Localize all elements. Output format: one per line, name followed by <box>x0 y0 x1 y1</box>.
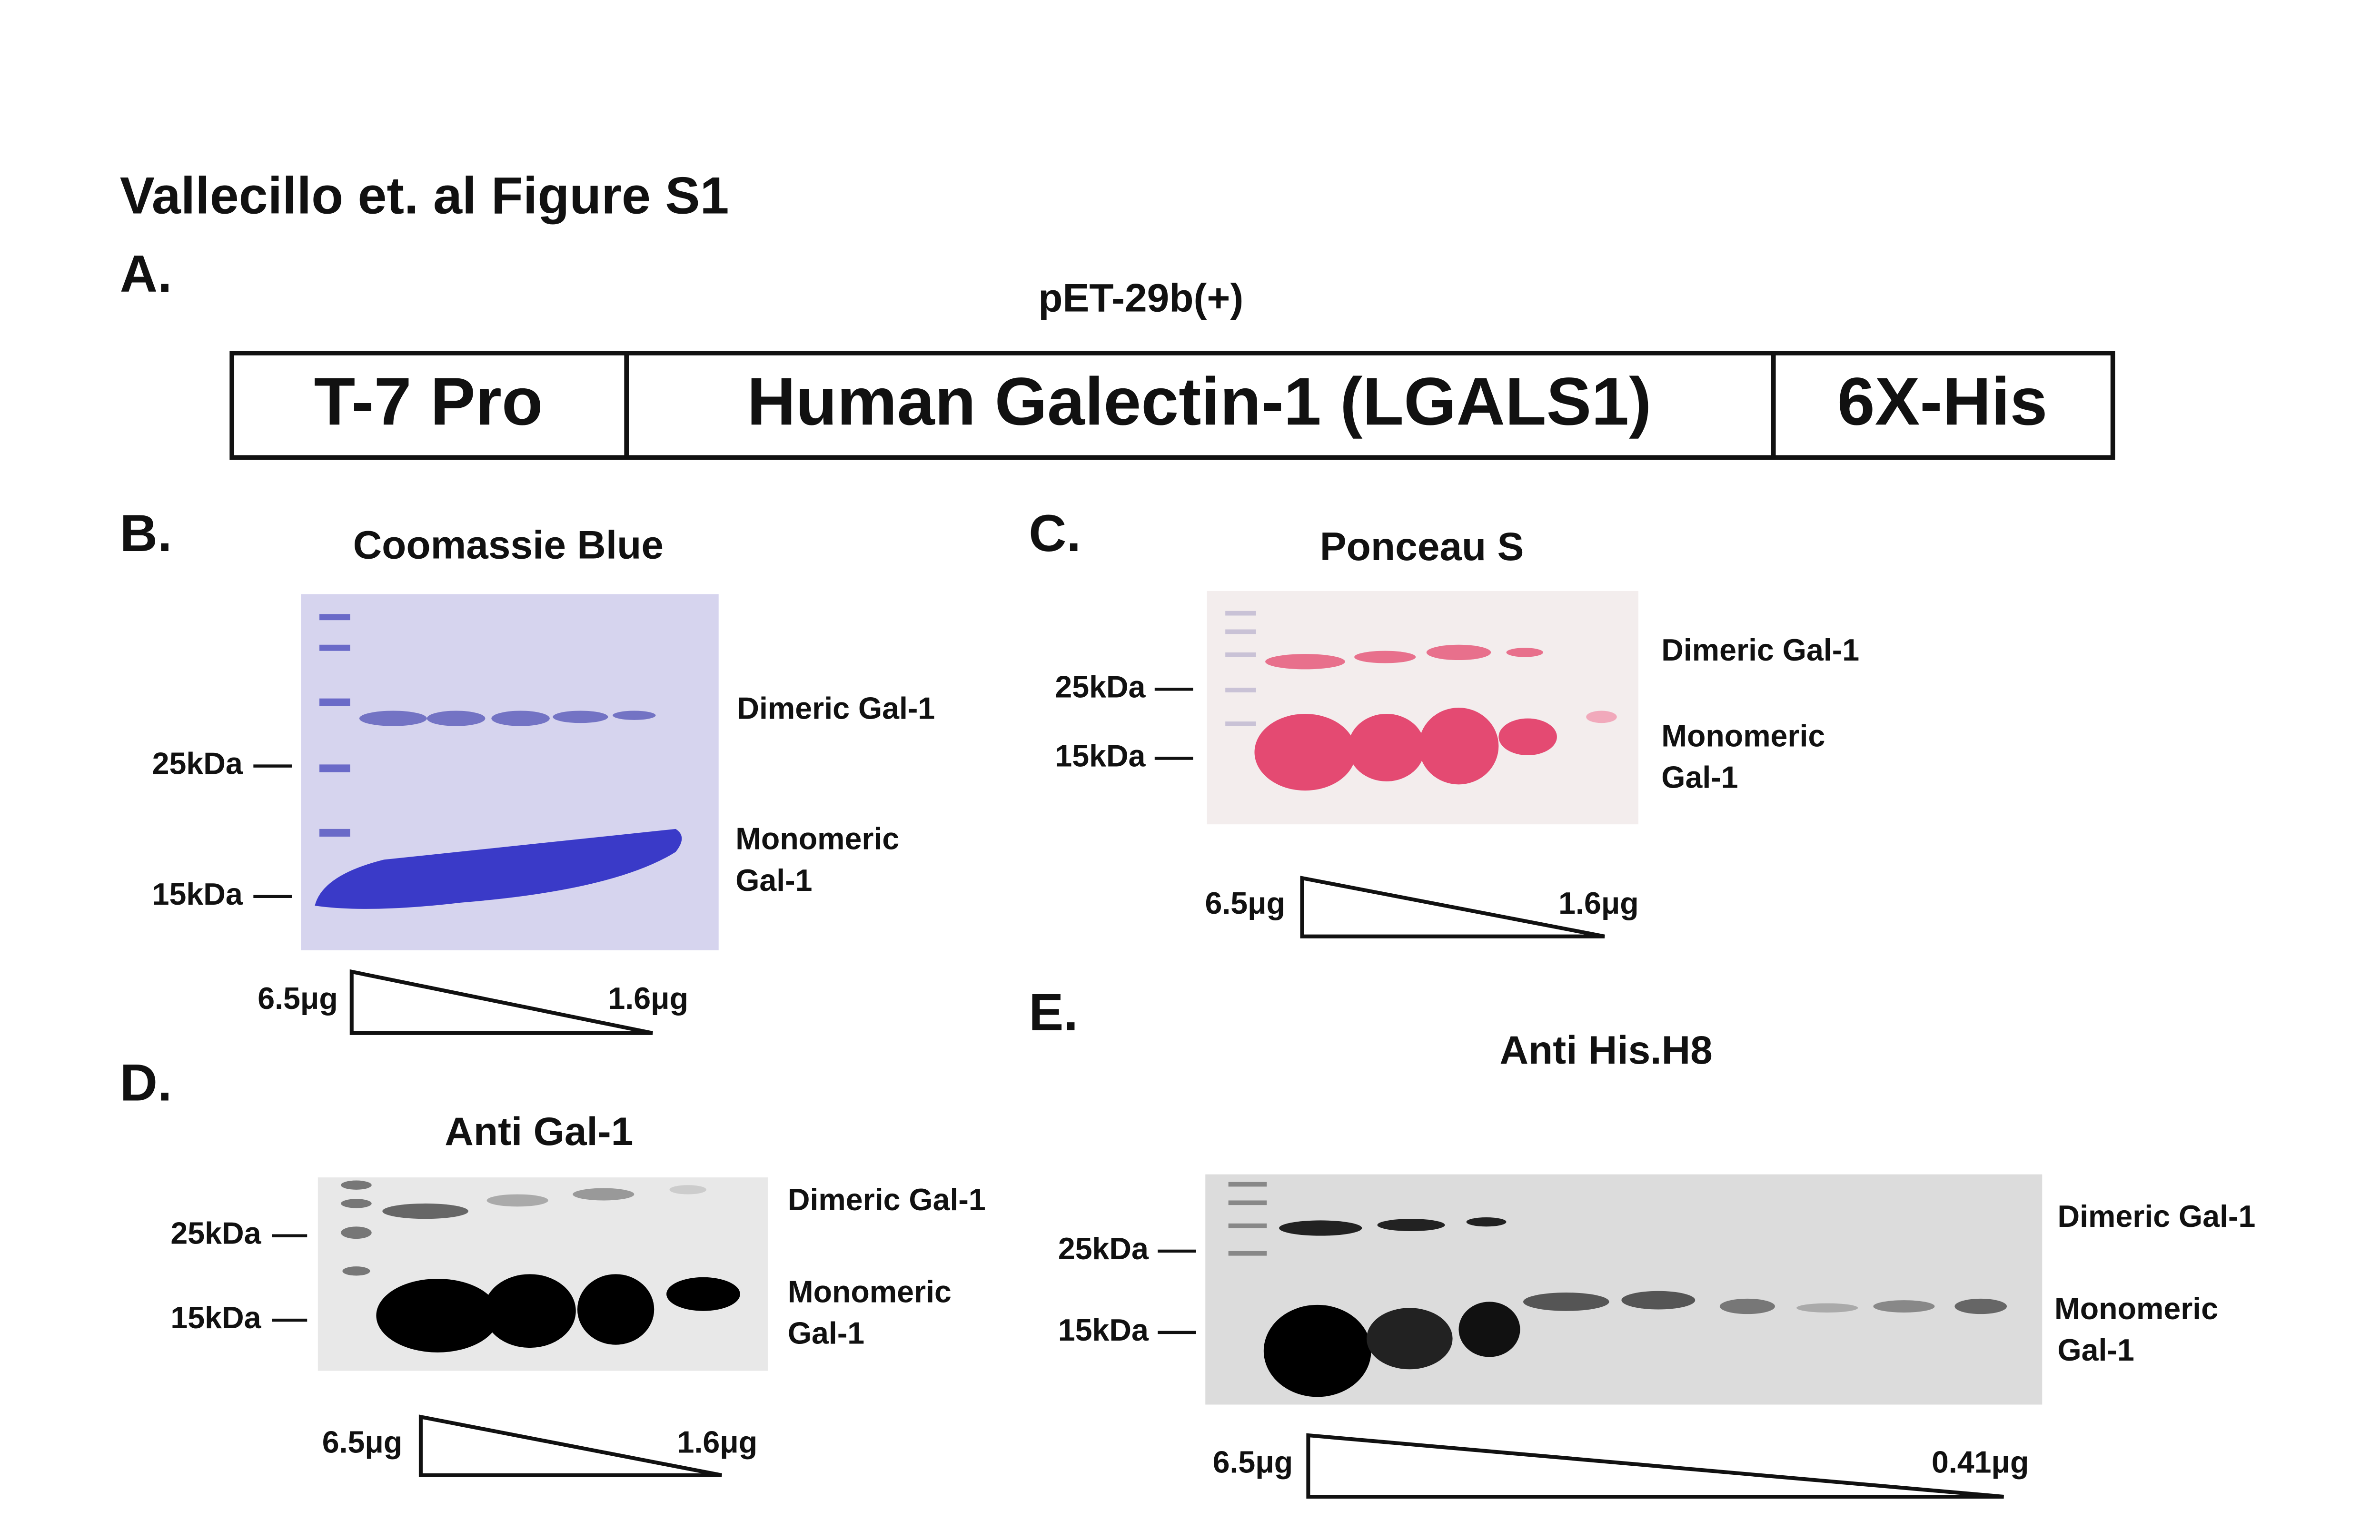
amount-label: 6.5μg <box>258 981 338 1016</box>
amount-label: 1.6μg <box>608 981 688 1016</box>
amount-label: 1.6μg <box>677 1425 758 1459</box>
amount-label: 1.6μg <box>1558 886 1639 920</box>
dimeric-band <box>359 711 656 726</box>
band-label: Dimeric Gal-1 <box>737 691 935 726</box>
monomeric-band <box>376 1274 740 1352</box>
gradient-triangle <box>1306 1433 2004 1499</box>
band-label: Dimeric Gal-1 <box>2058 1199 2256 1234</box>
band-label: Gal-1 <box>735 863 812 898</box>
ladder <box>1225 611 1256 726</box>
band-label: Gal-1 <box>1661 760 1738 795</box>
ladder <box>341 1180 372 1276</box>
panel-title: Coomassie Blue <box>353 523 664 567</box>
panel-label: C. <box>1029 504 1081 563</box>
amount-label: 6.5μg <box>1205 886 1285 920</box>
marker-label: 15kDa <box>1055 739 1146 773</box>
gradient-triangle <box>418 1414 722 1477</box>
marker-label: 15kDa <box>170 1301 261 1335</box>
band-label: Monomeric <box>735 822 899 856</box>
segment: Human Galectin-1 (LGALS1) <box>747 364 1651 439</box>
gel-image <box>301 594 719 950</box>
construct-box <box>229 351 2115 460</box>
band-label: Gal-1 <box>788 1316 864 1350</box>
construct-title: pET-29b(+) <box>1038 275 1243 320</box>
panel-title: Ponceau S <box>1320 524 1524 569</box>
panel-label: A. <box>120 245 172 303</box>
monomeric-band <box>1263 1291 2007 1397</box>
ladder <box>1228 1182 1267 1256</box>
band-label: Monomeric <box>788 1274 952 1309</box>
marker-label: 25kDa <box>152 747 243 781</box>
segment: 6X-His <box>1837 364 2048 439</box>
band-label: Dimeric Gal-1 <box>1661 633 1859 667</box>
amount-label: 6.5μg <box>322 1425 403 1459</box>
dimeric-band <box>1279 1217 1507 1236</box>
amount-label: 0.41μg <box>1932 1445 2029 1479</box>
band-label: Monomeric <box>1661 719 1825 753</box>
dimeric-band <box>382 1185 706 1219</box>
monomeric-band <box>315 829 682 909</box>
marker-label: 15kDa <box>152 877 243 911</box>
gel-image <box>1205 1174 2043 1405</box>
gel <box>1207 591 1638 825</box>
band-label: Gal-1 <box>2058 1333 2134 1367</box>
monomeric-band <box>1254 708 1617 791</box>
panel-title: Anti Gal-1 <box>445 1109 633 1154</box>
figure-title: Vallecillo et. al Figure S1 <box>120 167 729 225</box>
panel-label: B. <box>120 504 172 563</box>
marker-label: 25kDa <box>1055 670 1146 704</box>
marker-label: 25kDa <box>170 1216 261 1251</box>
band-label: Monomeric <box>2054 1292 2218 1326</box>
ladder <box>319 614 350 837</box>
gradient-triangle <box>349 969 653 1035</box>
panel-label: E. <box>1029 983 1078 1041</box>
panel-title: Anti His.H8 <box>1500 1027 1713 1072</box>
dimeric-band <box>1265 644 1543 670</box>
marker-label: 25kDa <box>1058 1232 1149 1266</box>
gradient-triangle <box>1300 876 1605 938</box>
panel-label: D. <box>120 1054 172 1112</box>
gel-image <box>1207 591 1638 825</box>
band-label: Dimeric Gal-1 <box>788 1183 986 1217</box>
marker-label: 15kDa <box>1058 1313 1149 1347</box>
amount-label: 6.5μg <box>1213 1445 1293 1479</box>
segment: T-7 Pro <box>314 364 543 439</box>
gel-image <box>317 1177 768 1371</box>
